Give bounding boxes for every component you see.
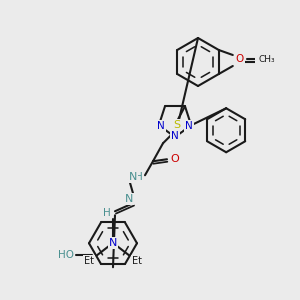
Text: H: H — [103, 208, 111, 218]
Text: N: N — [125, 194, 133, 204]
Text: N: N — [109, 238, 117, 248]
Text: O: O — [236, 54, 244, 64]
Text: N: N — [185, 121, 193, 131]
Text: N: N — [129, 172, 137, 182]
Text: N: N — [171, 131, 179, 141]
Text: HO: HO — [58, 250, 74, 260]
Text: S: S — [173, 120, 181, 130]
Text: O: O — [171, 154, 179, 164]
Text: O: O — [235, 57, 243, 67]
Text: CH₃: CH₃ — [256, 58, 273, 67]
Text: CH₃: CH₃ — [259, 55, 275, 64]
Text: N: N — [157, 121, 165, 131]
Text: Et: Et — [84, 256, 94, 266]
Text: Et: Et — [132, 256, 142, 266]
Text: H: H — [135, 172, 143, 182]
